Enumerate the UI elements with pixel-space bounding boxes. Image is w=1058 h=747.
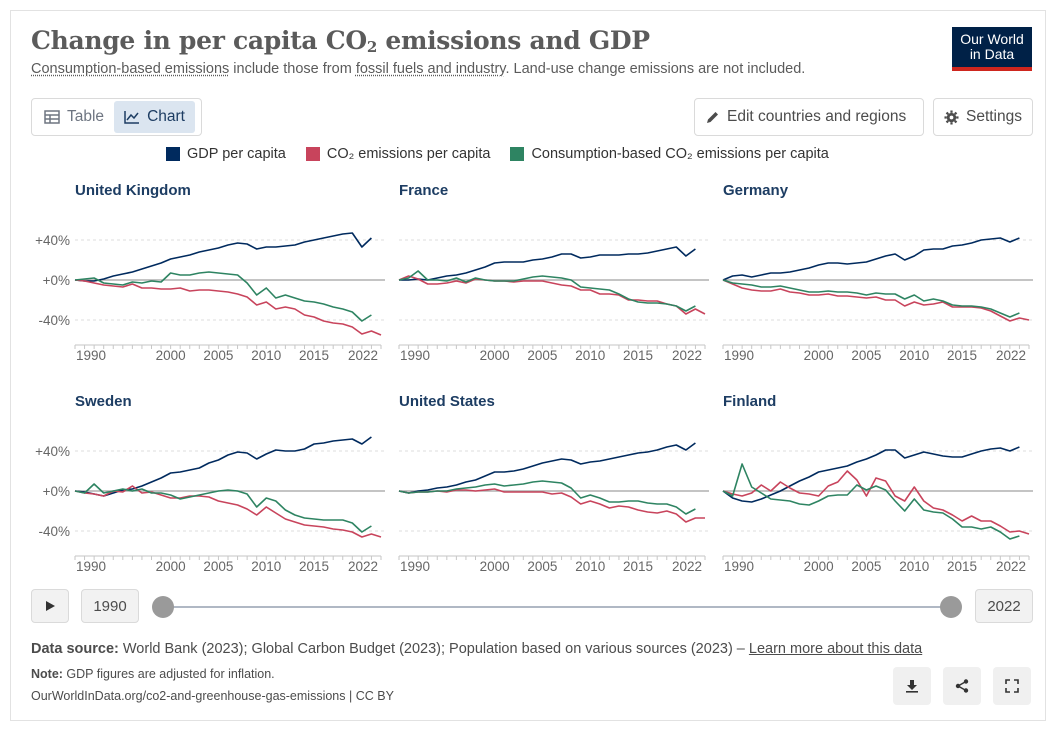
- share-button[interactable]: [943, 667, 981, 705]
- download-button[interactable]: [893, 667, 931, 705]
- legend-item-co2[interactable]: CO₂ emissions per capita: [305, 146, 491, 162]
- settings-button[interactable]: Settings: [933, 98, 1033, 136]
- legend-label-gdp: GDP per capita: [187, 146, 286, 162]
- legend-item-gdp[interactable]: GDP per capita: [166, 146, 286, 162]
- learn-more-link[interactable]: Learn more about this data: [748, 641, 923, 657]
- note: Note: GDP figures are adjusted for infla…: [31, 667, 275, 681]
- legend-label-co2: CO₂ emissions per capita: [326, 146, 491, 162]
- settings-label: Settings: [965, 108, 1022, 125]
- table-icon: [44, 110, 60, 124]
- start-year-label: 1990: [93, 597, 127, 615]
- legend-swatch-co2: [305, 147, 320, 161]
- data-source: Data source: World Bank (2023); Global C…: [31, 641, 923, 657]
- gear-icon: [944, 109, 959, 125]
- play-button[interactable]: [31, 589, 69, 623]
- tab-table-label: Table: [67, 108, 105, 125]
- timeline-track[interactable]: [162, 606, 952, 608]
- end-year-box[interactable]: 2022: [975, 589, 1033, 623]
- legend-swatch-gdp: [166, 147, 180, 161]
- edit-countries-label: Edit countries and regions: [727, 108, 907, 125]
- tab-chart[interactable]: Chart: [114, 101, 195, 133]
- pencil-icon: [707, 111, 718, 123]
- tab-chart-label: Chart: [147, 108, 185, 125]
- end-year-label: 2022: [987, 597, 1021, 615]
- view-tabs: Table Chart: [31, 98, 202, 136]
- share-icon: [955, 679, 969, 693]
- fossil-fuels-link[interactable]: fossil fuels and industry: [355, 61, 506, 77]
- download-icon: [906, 680, 918, 693]
- legend-label-consumption: Consumption-based CO₂ emissions per capi…: [531, 146, 829, 162]
- line-chart-icon: [124, 111, 140, 124]
- subtitle: Consumption-based emissions include thos…: [31, 61, 806, 77]
- edit-countries-button[interactable]: Edit countries and regions: [694, 98, 924, 136]
- timeline-end-handle[interactable]: [940, 596, 962, 618]
- timeline-start-handle[interactable]: [152, 596, 174, 618]
- legend-item-consumption[interactable]: Consumption-based CO₂ emissions per capi…: [510, 146, 829, 162]
- chart-card: [10, 10, 1046, 721]
- fullscreen-button[interactable]: [993, 667, 1031, 705]
- tab-table[interactable]: Table: [34, 101, 114, 133]
- citation-url[interactable]: OurWorldInData.org/co2-and-greenhouse-ga…: [31, 689, 394, 703]
- consumption-emissions-link[interactable]: Consumption-based emissions: [31, 61, 230, 77]
- start-year-box[interactable]: 1990: [81, 589, 139, 623]
- page-title: Change in per capita CO2 emissions and G…: [31, 26, 650, 56]
- expand-icon: [1005, 679, 1019, 693]
- legend-swatch-consumption: [510, 147, 525, 161]
- owid-logo[interactable]: Our World in Data: [952, 27, 1032, 71]
- play-icon: [46, 601, 55, 611]
- legend: GDP per capita CO₂ emissions per capita …: [166, 146, 829, 162]
